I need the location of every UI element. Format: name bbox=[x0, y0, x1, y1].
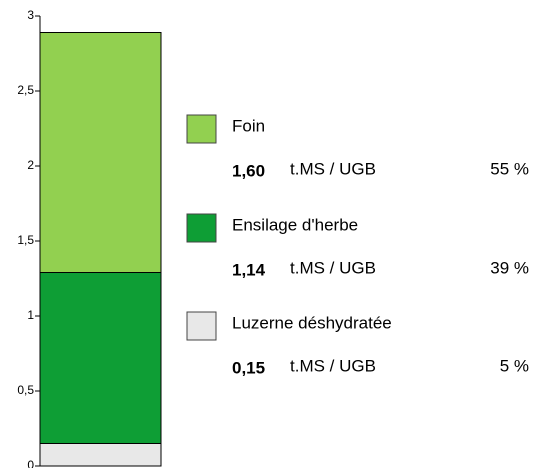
bar-segment bbox=[39, 272, 162, 444]
y-tick-label: 1,5 bbox=[17, 233, 34, 247]
value-label: 1,60 bbox=[232, 161, 265, 180]
y-tick-label: 2 bbox=[27, 158, 34, 172]
legend-label: Foin bbox=[232, 116, 265, 135]
unit-label: t.MS / UGB bbox=[290, 159, 376, 178]
value-label: 0,15 bbox=[232, 358, 265, 377]
legend-swatch bbox=[186, 114, 217, 144]
bar-segment bbox=[39, 32, 162, 273]
bar-segment bbox=[39, 443, 162, 467]
share-label: 39 % bbox=[490, 258, 529, 277]
legend-label: Luzerne déshydratée bbox=[232, 313, 392, 332]
value-label: 1,14 bbox=[232, 260, 266, 279]
y-tick-label: 3 bbox=[27, 8, 34, 22]
share-label: 55 % bbox=[490, 159, 529, 178]
legend-label: Ensilage d'herbe bbox=[232, 215, 358, 234]
unit-label: t.MS / UGB bbox=[290, 258, 376, 277]
share-label: 5 % bbox=[500, 356, 529, 375]
unit-label: t.MS / UGB bbox=[290, 356, 376, 375]
legend-swatch bbox=[186, 311, 217, 341]
y-tick-label: 0 bbox=[27, 458, 34, 468]
y-tick-label: 2,5 bbox=[17, 83, 34, 97]
legend-swatch bbox=[186, 213, 217, 243]
y-tick-label: 0,5 bbox=[17, 383, 34, 397]
y-tick-label: 1 bbox=[27, 308, 34, 322]
